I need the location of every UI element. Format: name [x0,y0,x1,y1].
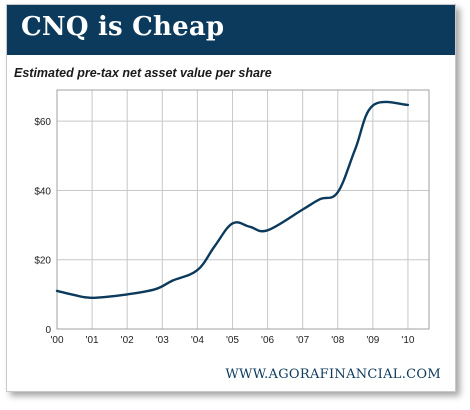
chart-subtitle: Estimated pre-tax net asset value per sh… [14,66,272,80]
series-line [55,100,410,300]
line-chart: 0$20$40$60 '00'01'02'03'04'05'06'07'08'0… [34,89,430,346]
y-tick-label: $40 [34,186,51,197]
x-tick-label: '02 [121,335,134,346]
y-tick-label: $60 [34,117,51,128]
y-tick-label: 0 [45,325,51,336]
x-tick-label: '03 [156,335,169,346]
x-tick-label: '08 [331,335,344,346]
x-tick-label: '09 [366,335,379,346]
x-tick-label: '00 [50,335,63,346]
header-bar: CNQ is Cheap [7,5,455,55]
x-tick-label: '01 [86,335,99,346]
y-tick-label: $20 [34,256,51,267]
x-tick-label: '06 [261,335,274,346]
plot-area-border [56,89,430,330]
grid-lines [56,90,429,329]
source-credit: WWW.AGORAFINANCIAL.COM [225,367,441,382]
x-tick-label: '10 [401,335,414,346]
page-title: CNQ is Cheap [21,12,225,42]
x-tick-label: '07 [296,335,309,346]
y-tick-labels: 0 $20 $40 $60 [34,117,51,336]
x-tick-label: '05 [226,335,239,346]
x-tick-label: '04 [191,335,204,346]
x-tick-labels: '00 '01 '02 '03 '04 '05 '06 '07 '08 '09 '10 [50,335,414,346]
chart-card: CNQ is Cheap Estimated pre-tax net asset… [6,4,456,392]
